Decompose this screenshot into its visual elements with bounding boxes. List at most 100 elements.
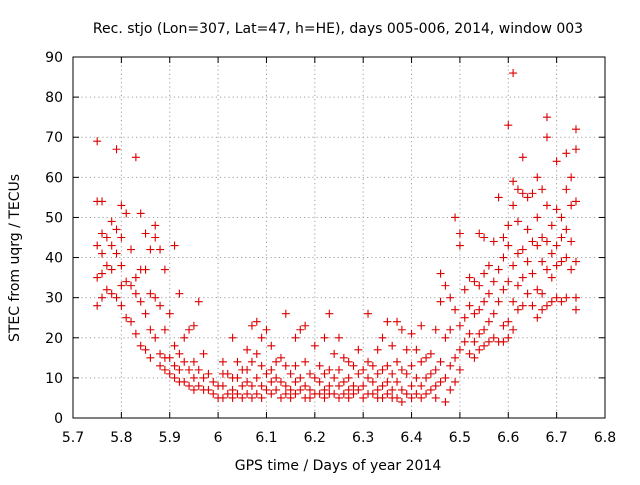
data-point (494, 265, 503, 274)
data-point (407, 381, 416, 390)
data-point (247, 393, 256, 402)
data-point (98, 229, 107, 238)
data-point (460, 285, 469, 294)
data-point (315, 377, 324, 386)
data-point (194, 365, 203, 374)
data-point (170, 373, 179, 382)
data-point (446, 385, 455, 394)
data-point (93, 273, 102, 282)
data-point (489, 277, 498, 286)
data-point (117, 233, 126, 242)
data-point (189, 357, 198, 366)
data-point (378, 381, 387, 390)
data-point (504, 333, 513, 342)
data-point (518, 245, 527, 254)
data-point (165, 309, 174, 318)
data-point (218, 381, 227, 390)
data-point (247, 381, 256, 390)
data-point (547, 221, 556, 230)
data-point (165, 353, 174, 362)
data-point (542, 113, 551, 122)
data-point (98, 249, 107, 258)
data-point (475, 329, 484, 338)
data-point (571, 145, 580, 154)
x-tick-label: 6.3 (352, 430, 374, 446)
data-point (552, 261, 561, 270)
data-point (127, 245, 136, 254)
data-point (499, 337, 508, 346)
data-point (397, 365, 406, 374)
data-point (267, 341, 276, 350)
data-point (185, 365, 194, 374)
data-point (354, 385, 363, 394)
data-point (528, 301, 537, 310)
data-point (538, 289, 547, 298)
data-point (538, 185, 547, 194)
data-point (562, 149, 571, 158)
data-point (339, 389, 348, 398)
data-point (393, 357, 402, 366)
data-point (276, 353, 285, 362)
data-point (422, 353, 431, 362)
data-point (509, 69, 518, 78)
data-point (223, 389, 232, 398)
data-point (233, 389, 242, 398)
data-point (504, 277, 513, 286)
data-point (180, 377, 189, 386)
data-point (518, 189, 527, 198)
data-point (504, 317, 513, 326)
data-point (538, 305, 547, 314)
data-point (397, 397, 406, 406)
data-point (455, 365, 464, 374)
data-point (339, 377, 348, 386)
data-point (185, 381, 194, 390)
data-point (354, 369, 363, 378)
y-tick-label: 90 (45, 50, 63, 66)
data-point (180, 357, 189, 366)
data-point (272, 385, 281, 394)
data-point (552, 205, 561, 214)
data-point (426, 369, 435, 378)
data-point (489, 333, 498, 342)
data-point (480, 297, 489, 306)
data-point (402, 345, 411, 354)
data-point (412, 389, 421, 398)
data-point (513, 305, 522, 314)
data-point (194, 297, 203, 306)
data-point (562, 225, 571, 234)
data-point (359, 381, 368, 390)
data-point (547, 297, 556, 306)
data-point (552, 241, 561, 250)
data-point (136, 209, 145, 218)
data-point (523, 257, 532, 266)
data-point (107, 241, 116, 250)
data-point (364, 373, 373, 382)
data-point (388, 341, 397, 350)
data-point (455, 321, 464, 330)
data-point (339, 353, 348, 362)
data-point (417, 381, 426, 390)
data-point (431, 393, 440, 402)
x-tick-label: 6.4 (400, 430, 422, 446)
data-point (557, 233, 566, 242)
data-point (436, 269, 445, 278)
data-point (335, 393, 343, 402)
data-point (499, 233, 508, 242)
data-point (272, 373, 281, 382)
data-point (175, 365, 184, 374)
data-point (509, 177, 518, 186)
data-point (238, 381, 247, 390)
data-point (441, 373, 450, 382)
chart-title: Rec. stjo (Lon=307, Lat=47, h=HE), days … (93, 21, 583, 37)
data-point (180, 333, 189, 342)
data-point (276, 393, 285, 402)
data-point (102, 285, 111, 294)
data-point (93, 241, 102, 250)
data-point (509, 297, 518, 306)
data-point (455, 229, 464, 238)
data-point (567, 265, 576, 274)
y-tick-label: 70 (45, 130, 63, 146)
data-point (509, 261, 518, 270)
data-point (296, 325, 305, 334)
data-point (422, 373, 431, 382)
